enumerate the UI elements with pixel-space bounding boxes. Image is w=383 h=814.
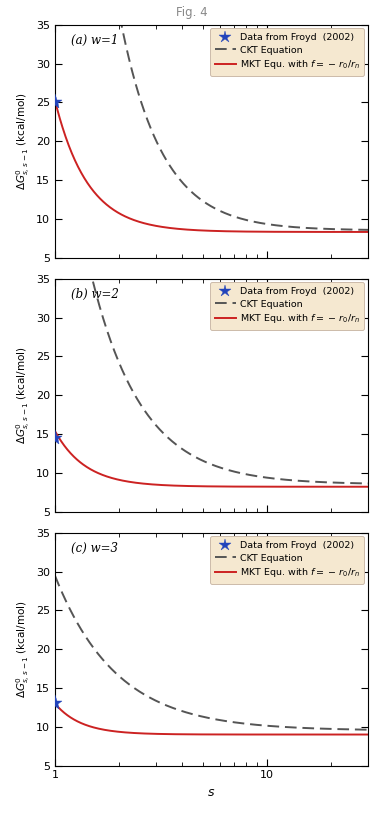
Y-axis label: $\Delta G^0_{s,\,s-1}$ (kcal/mol): $\Delta G^0_{s,\,s-1}$ (kcal/mol) (15, 600, 33, 698)
Legend: Data from Froyd  (2002), CKT Equation, MKT Equ. with $f=-\,r_0/r_n$: Data from Froyd (2002), CKT Equation, MK… (210, 282, 364, 330)
Legend: Data from Froyd  (2002), CKT Equation, MKT Equ. with $f=-\,r_0/r_n$: Data from Froyd (2002), CKT Equation, MK… (210, 536, 364, 584)
Legend: Data from Froyd  (2002), CKT Equation, MKT Equ. with $f=-\,r_0/r_n$: Data from Froyd (2002), CKT Equation, MK… (210, 28, 364, 76)
Y-axis label: $\Delta G^0_{s,\,s-1}$ (kcal/mol): $\Delta G^0_{s,\,s-1}$ (kcal/mol) (15, 92, 33, 190)
X-axis label: s: s (208, 786, 215, 799)
Text: (b) w=2: (b) w=2 (70, 288, 118, 301)
Text: Fig. 4: Fig. 4 (176, 6, 207, 19)
Y-axis label: $\Delta G^0_{s,\,s-1}$ (kcal/mol): $\Delta G^0_{s,\,s-1}$ (kcal/mol) (15, 346, 33, 444)
Text: (c) w=3: (c) w=3 (70, 542, 118, 555)
Text: (a) w=1: (a) w=1 (70, 34, 118, 47)
